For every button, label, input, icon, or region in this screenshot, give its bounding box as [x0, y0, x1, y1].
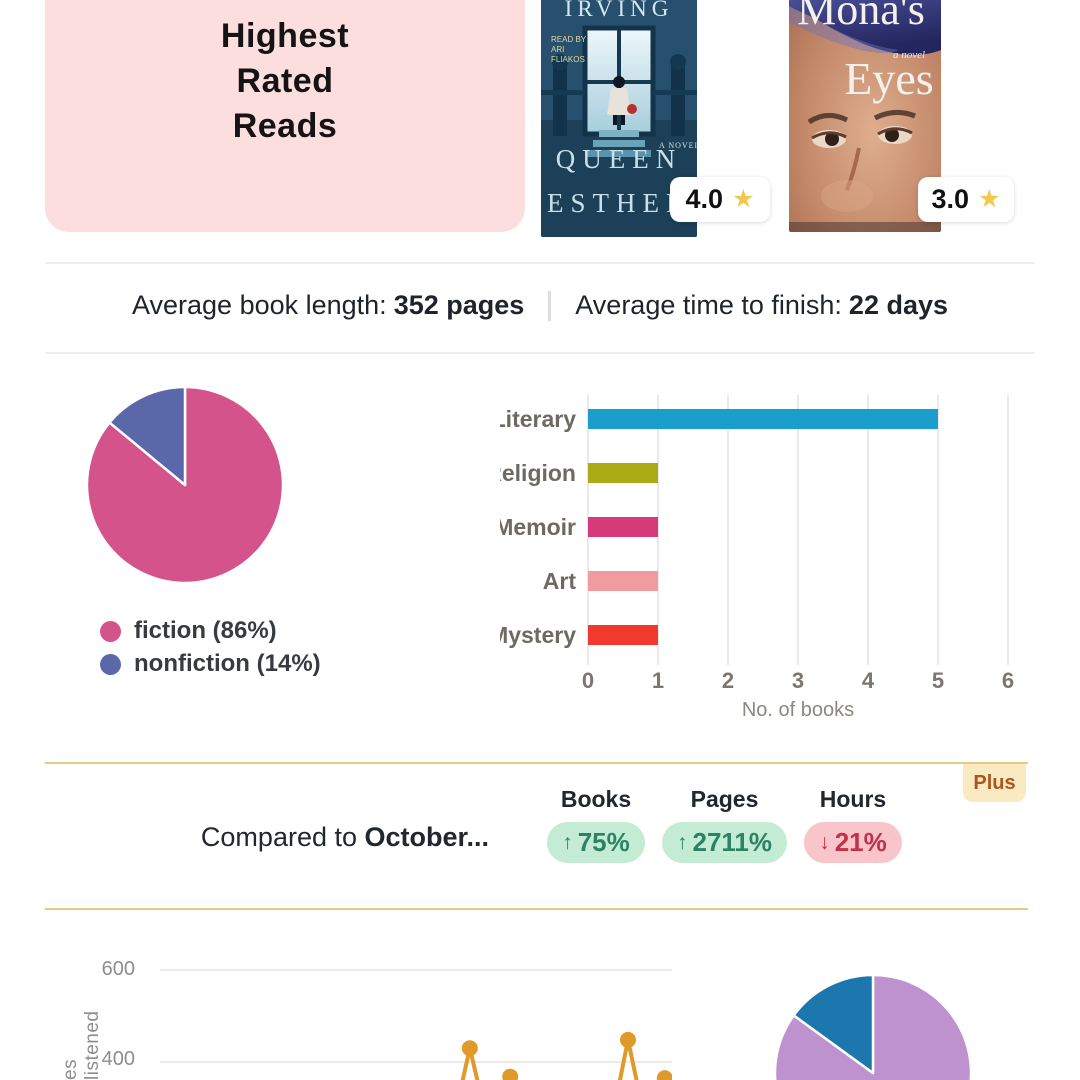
cover1-readby-1: READ BY [551, 35, 587, 44]
y-tick-600: 600 [101, 958, 135, 980]
highest-rated-card: Highest Rated Reads [45, 0, 525, 232]
svg-text:0: 0 [582, 668, 594, 693]
hours-change-value: 21% [834, 827, 887, 857]
queen-esther-cover-art: IRVING READ BY ARI FLIAKOS [541, 0, 697, 237]
pages-change-pill: ↑ 2711% [661, 822, 788, 863]
genres-bar-chart: Literary Religion Memoir Art Mystery0 1 2 3 4 5 6 N… [500, 395, 1014, 721]
svg-text:Mystery: Mystery [500, 622, 576, 648]
fiction-legend-label: fiction (86%) [134, 617, 277, 644]
avg-time-value: 22 days [848, 290, 948, 320]
comparison-col-books: Books ↑ 75% [540, 786, 652, 863]
bottom-right-pie-chart [773, 973, 973, 1080]
pie-legend: fiction (86%) nonfiction (14%) [100, 616, 321, 679]
svg-text:4: 4 [862, 668, 875, 693]
hours-header: Hours [819, 786, 887, 812]
cover2-a-novel: a novel [893, 49, 925, 61]
svg-text:2: 2 [722, 668, 734, 693]
fiction-dot-icon [100, 620, 121, 642]
cover1-title-1: QUEEN [556, 144, 682, 174]
cover1-readby-2: ARI [551, 45, 564, 54]
books-header: Books [560, 786, 632, 812]
svg-text:6: 6 [1002, 668, 1014, 693]
cover2-title-top: Mona's [797, 0, 925, 34]
pages-change-value: 2711% [692, 827, 773, 857]
avg-time-label: Average time to finish: [575, 290, 842, 320]
nonfiction-dot-icon [100, 653, 121, 675]
compared-to-text: Compared to [200, 822, 365, 852]
hours-change-pill: ↓ 21% [804, 822, 902, 863]
compared-to-label: Compared to October... [100, 822, 590, 853]
divider-gold-bottom [45, 908, 1028, 910]
averages-separator [548, 290, 552, 321]
svg-text:5: 5 [932, 668, 944, 693]
headscarf-shape [789, 0, 941, 55]
svg-text:Literary: Literary [500, 406, 576, 432]
highest-rated-title: Highest Rated Reads [220, 17, 350, 145]
fiction-nonfiction-pie-chart [85, 385, 285, 585]
plus-badge[interactable]: Plus [963, 764, 1026, 802]
rating-value-1: 4.0 [685, 184, 724, 214]
up-arrow-icon: ↑ [676, 830, 688, 854]
cover1-a-novel: A NOVEL [659, 141, 697, 150]
comparison-columns: Books ↑ 75% Pages ↑ 2711% Hours ↓ 21% [540, 786, 909, 863]
up-arrow-icon: ↑ [562, 830, 573, 854]
svg-text:Art: Art [543, 568, 577, 594]
cover1-title-2: ESTHER [547, 188, 691, 218]
face-features [807, 110, 916, 212]
legend-item-nonfiction: nonfiction (14%) [100, 649, 321, 679]
svg-text:Religion: Religion [500, 460, 576, 486]
cover1-author: IRVING [565, 0, 674, 21]
star-icon: ★ [978, 185, 1001, 213]
down-arrow-icon: ↓ [819, 830, 830, 854]
book-cover-queen-esther[interactable]: IRVING READ BY ARI FLIAKOS [541, 0, 697, 237]
books-change-value: 75% [577, 827, 630, 857]
divider-gold-top [45, 762, 1028, 764]
nonfiction-legend-label: nonfiction (14%) [134, 650, 321, 677]
girl-silhouette [607, 76, 637, 125]
rating-badge-2: 3.0 ★ [918, 177, 1014, 222]
comparison-col-hours: Hours ↓ 21% [797, 786, 909, 863]
cover1-readby-3: FLIAKOS [551, 55, 585, 64]
book-cover-monas-eyes[interactable]: Mona's a novel Eyes [789, 0, 941, 232]
svg-text:1: 1 [652, 668, 664, 693]
divider-top [45, 262, 1035, 264]
divider-averages-bottom [45, 352, 1035, 354]
cover2-title-main: Eyes [844, 53, 933, 104]
star-icon: ★ [732, 185, 755, 213]
compared-to-month: October... [364, 822, 490, 852]
legend-item-fiction: fiction (86%) [100, 616, 321, 646]
minutes-listened-line-chart [160, 969, 672, 1080]
svg-text:3: 3 [792, 668, 804, 693]
pages-header: Pages [690, 786, 759, 812]
avg-book-length-label: Average book length: [131, 290, 387, 320]
y-tick-400: 400 [101, 1048, 135, 1070]
comparison-col-pages: Pages ↑ 2711% [661, 786, 788, 863]
averages-row: Average book length: 352 pages Average t… [0, 290, 1080, 321]
rating-badge-1: 4.0 ★ [670, 177, 770, 222]
avg-book-length-value: 352 pages [393, 290, 525, 320]
monas-eyes-cover-art: Mona's a novel Eyes [789, 0, 941, 232]
svg-text:No. of books: No. of books [742, 699, 854, 721]
svg-text:Memoir: Memoir [500, 514, 576, 540]
rating-value-2: 3.0 [931, 184, 970, 214]
books-change-pill: ↑ 75% [547, 822, 645, 863]
